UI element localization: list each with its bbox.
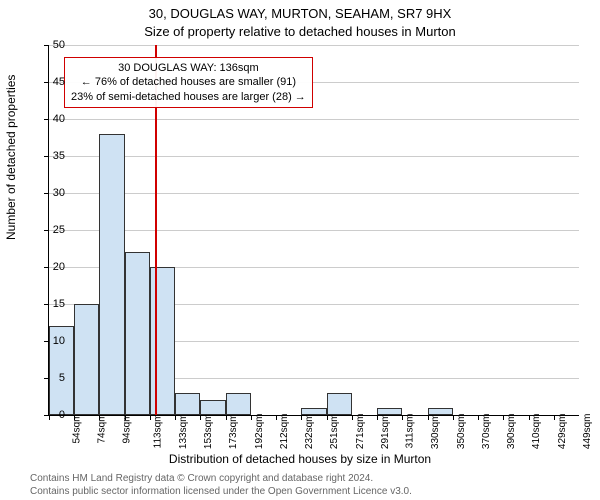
xtick-label: 212sqm	[279, 414, 290, 450]
gridline-h	[49, 193, 579, 194]
xtick-label: 113sqm	[152, 414, 163, 449]
ytick-label: 20	[53, 261, 65, 273]
ytick-label: 40	[53, 113, 65, 125]
xtick-label: 429sqm	[557, 414, 568, 450]
ytick-mark	[44, 156, 49, 157]
ytick-label: 10	[53, 335, 65, 347]
xtick-mark	[74, 415, 75, 420]
histogram-bar	[428, 408, 453, 415]
gridline-h	[49, 156, 579, 157]
gridline-h	[49, 45, 579, 46]
histogram-bar	[175, 393, 200, 415]
ytick-label: 15	[53, 298, 65, 310]
chart-title-sub: Size of property relative to detached ho…	[0, 24, 600, 39]
annotation-line: 30 DOUGLAS WAY: 136sqm	[71, 61, 306, 75]
xtick-label: 271sqm	[355, 414, 366, 450]
ytick-label: 25	[53, 224, 65, 236]
xtick-label: 330sqm	[430, 414, 441, 450]
ytick-mark	[44, 82, 49, 83]
histogram-bar	[200, 400, 225, 415]
histogram-bar	[377, 408, 402, 415]
ytick-label: 50	[53, 39, 65, 51]
histogram-bar	[301, 408, 326, 415]
histogram-bar	[327, 393, 352, 415]
histogram-bar	[99, 134, 124, 415]
chart-title-main: 30, DOUGLAS WAY, MURTON, SEAHAM, SR7 9HX	[0, 6, 600, 21]
histogram-bar	[74, 304, 99, 415]
gridline-h	[49, 230, 579, 231]
x-axis-label: Distribution of detached houses by size …	[0, 452, 600, 466]
ytick-label: 5	[59, 372, 65, 384]
xtick-mark	[175, 415, 176, 420]
histogram-bar	[226, 393, 251, 415]
ytick-mark	[44, 193, 49, 194]
histogram-bar	[125, 252, 150, 415]
xtick-mark	[377, 415, 378, 420]
xtick-label: 390sqm	[506, 414, 517, 450]
ytick-mark	[44, 267, 49, 268]
xtick-mark	[478, 415, 479, 420]
xtick-mark	[428, 415, 429, 420]
ytick-label: 45	[53, 76, 65, 88]
annotation-line: 23% of semi-detached houses are larger (…	[71, 90, 306, 104]
ytick-mark	[44, 45, 49, 46]
gridline-h	[49, 119, 579, 120]
xtick-label: 74sqm	[97, 414, 108, 444]
xtick-mark	[150, 415, 151, 420]
ytick-mark	[44, 119, 49, 120]
ytick-label: 0	[59, 409, 65, 421]
xtick-label: 54sqm	[72, 414, 83, 444]
xtick-label: 173sqm	[229, 414, 240, 450]
xtick-label: 133sqm	[178, 414, 189, 450]
xtick-label: 350sqm	[456, 414, 467, 450]
xtick-label: 251sqm	[329, 414, 340, 450]
y-axis-label: Number of detached properties	[4, 75, 18, 240]
footer-line-2: Contains public sector information licen…	[30, 485, 412, 498]
xtick-mark	[301, 415, 302, 420]
xtick-mark	[554, 415, 555, 420]
histogram-bar	[150, 267, 175, 415]
xtick-mark	[276, 415, 277, 420]
xtick-mark	[402, 415, 403, 420]
ytick-label: 30	[53, 187, 65, 199]
ytick-mark	[44, 304, 49, 305]
ytick-label: 35	[53, 150, 65, 162]
xtick-mark	[529, 415, 530, 420]
annotation-line: ← 76% of detached houses are smaller (91…	[71, 75, 306, 89]
plot-area: 54sqm74sqm94sqm113sqm133sqm153sqm173sqm1…	[48, 45, 579, 416]
xtick-label: 291sqm	[380, 414, 391, 450]
xtick-mark	[503, 415, 504, 420]
annotation-box: 30 DOUGLAS WAY: 136sqm← 76% of detached …	[64, 57, 313, 108]
footer-attribution: Contains HM Land Registry data © Crown c…	[30, 472, 412, 498]
xtick-label: 410sqm	[531, 414, 542, 450]
xtick-mark	[49, 415, 50, 420]
xtick-label: 232sqm	[304, 414, 315, 450]
xtick-mark	[327, 415, 328, 420]
xtick-label: 94sqm	[122, 414, 133, 444]
footer-line-1: Contains HM Land Registry data © Crown c…	[30, 472, 412, 485]
xtick-mark	[352, 415, 353, 420]
xtick-mark	[200, 415, 201, 420]
xtick-label: 311sqm	[404, 414, 415, 449]
xtick-label: 192sqm	[254, 414, 265, 450]
xtick-label: 153sqm	[203, 414, 214, 450]
xtick-mark	[125, 415, 126, 420]
xtick-mark	[226, 415, 227, 420]
xtick-label: 449sqm	[582, 414, 593, 450]
ytick-mark	[44, 230, 49, 231]
xtick-mark	[251, 415, 252, 420]
xtick-mark	[453, 415, 454, 420]
xtick-mark	[99, 415, 100, 420]
xtick-label: 370sqm	[481, 414, 492, 450]
